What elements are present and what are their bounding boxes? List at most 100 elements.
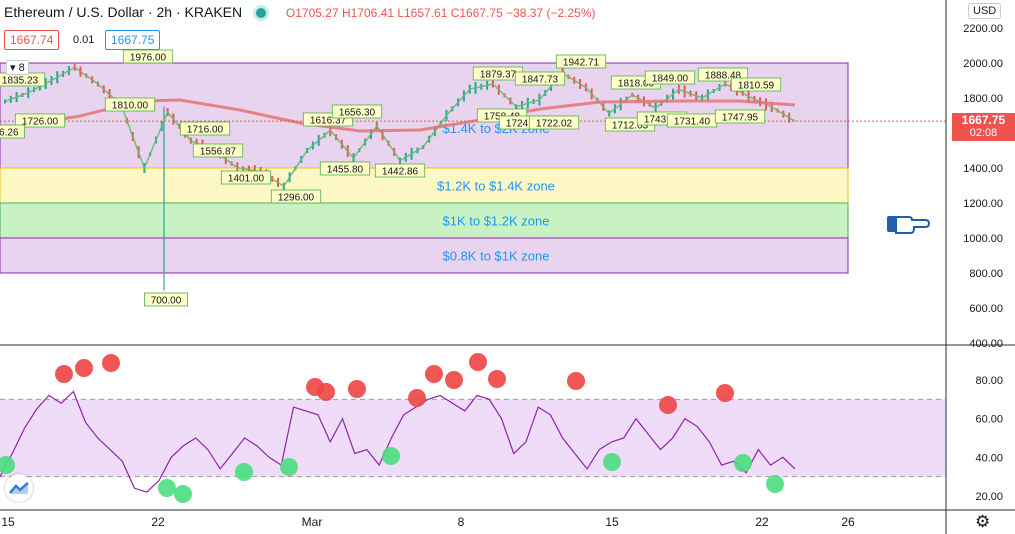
price-label: 1810.00 [112,101,149,112]
symbol-title[interactable]: Ethereum / U.S. Dollar [4,4,145,20]
overbought-marker [348,380,366,398]
oversold-marker [734,454,752,472]
price-label-box [374,163,426,178]
time-tick: 26 [841,515,855,529]
price-chart-pane[interactable]: $1.4K to $2K zone$1.2K to $1.4K zone$1K … [0,49,946,472]
oversold-marker [382,447,400,465]
price-label-box [179,121,231,136]
buy-price-button[interactable]: 1667.75 [105,30,161,50]
price-tick: 1800.00 [963,93,1003,105]
price-label: 1976.00 [130,53,167,64]
price-label: 1942.71 [563,58,600,69]
indicators-toggle[interactable]: ▾ 8 [6,60,29,75]
price-label: 1731.40 [674,117,711,128]
candle-countdown: 02:08 [969,127,998,139]
price-label-box [644,70,696,85]
time-tick: 22 [151,515,165,529]
rsi-pane[interactable] [0,353,946,503]
overbought-marker [716,384,734,402]
time-tick: 8 [458,515,465,529]
time-tick: Mar [302,515,323,529]
oversold-marker [280,458,298,476]
oversold-marker [174,485,192,503]
rsi-tick: 80.00 [975,375,1003,387]
price-label: 700.00 [151,296,182,307]
price-tick: 2000.00 [963,58,1003,70]
oversold-marker [0,456,15,474]
overbought-marker [445,371,463,389]
price-label: 1442.86 [382,167,419,178]
price-label: 1747.95 [722,113,759,124]
tradingview-logo-icon[interactable] [5,474,33,502]
oversold-marker [603,453,621,471]
zone-label: $0.8K to $1K zone [443,249,550,264]
current-price: 1667.75 [961,113,1006,127]
price-label: 1810.59 [738,81,775,92]
currency-button[interactable]: USD [968,3,1002,19]
price-label: 1879.37 [480,70,517,81]
sell-price-button[interactable]: 1667.74 [4,30,60,50]
price-label: 1296.00 [278,193,315,204]
pointing-hand-icon [887,216,931,234]
hand-palm [895,216,931,234]
indicator-count: 8 [18,62,25,74]
price-tick: 600.00 [969,303,1003,315]
exchange: KRAKEN [184,4,243,20]
time-tick: 22 [755,515,769,529]
price-label: 1724.24 [506,119,543,130]
price-label-box [319,161,371,176]
time-tick: 15 [1,515,15,529]
hand-cuff [887,216,896,232]
chart-header: Ethereum / U.S. Dollar · 2h · KRAKEN O17… [4,4,596,20]
ohlc-readout: O1705.27 H1706.41 L1657.61 C1667.75 −38.… [285,6,596,20]
price-label: 1818.00 [618,79,655,90]
overbought-marker [55,365,73,383]
oversold-marker [235,463,253,481]
price-label-box [0,124,25,139]
rsi-tick: 60.00 [975,414,1003,426]
price-label: 1716.00 [187,125,224,136]
rsi-line [0,390,796,493]
price-tick: 1000.00 [963,233,1003,245]
oversold-marker [158,479,176,497]
zone-label: $1K to $1.2K zone [443,214,550,229]
price-label: 1556.87 [200,147,237,158]
time-tick: 15 [605,515,619,529]
gear-icon[interactable]: ⚙ [975,512,991,531]
price-label-box [331,104,383,119]
price-label: 1401.00 [228,174,265,185]
price-tick: 1400.00 [963,163,1003,175]
price-label-box [514,71,566,86]
spread-value: 0.01 [73,34,95,46]
zone-label: $1.2K to $1.4K zone [437,179,555,194]
price-label: 1656.30 [339,108,376,119]
price-label-box [714,109,766,124]
price-label-box [528,115,580,130]
zone-2 [0,202,849,239]
overbought-marker [408,389,426,407]
price-label: 1712.03 [612,121,649,132]
overbought-marker [567,372,585,390]
price-label: 1743.00 [644,115,681,126]
price-label-box [14,113,66,128]
rsi-tick: 20.00 [975,491,1003,503]
price-label: 1455.80 [327,165,364,176]
price-label-box [143,292,188,307]
market-status-icon [256,8,267,18]
rsi-band [0,399,946,477]
price-label-box [220,170,272,185]
price-label: 1888.48 [705,71,742,82]
price-label: 1847.73 [522,75,559,86]
price-tick: 400.00 [969,338,1003,350]
zone-3 [0,237,849,274]
current-price-label: 1667.75 02:08 [952,113,1015,141]
price-tick: 2200.00 [963,23,1003,35]
price-label: 1726.00 [22,117,59,128]
price-label-box [730,77,782,92]
interval[interactable]: 2h [156,4,173,20]
overbought-marker [425,365,443,383]
overbought-marker [469,353,487,371]
overbought-marker [102,354,120,372]
price-label: 1849.00 [652,74,689,85]
